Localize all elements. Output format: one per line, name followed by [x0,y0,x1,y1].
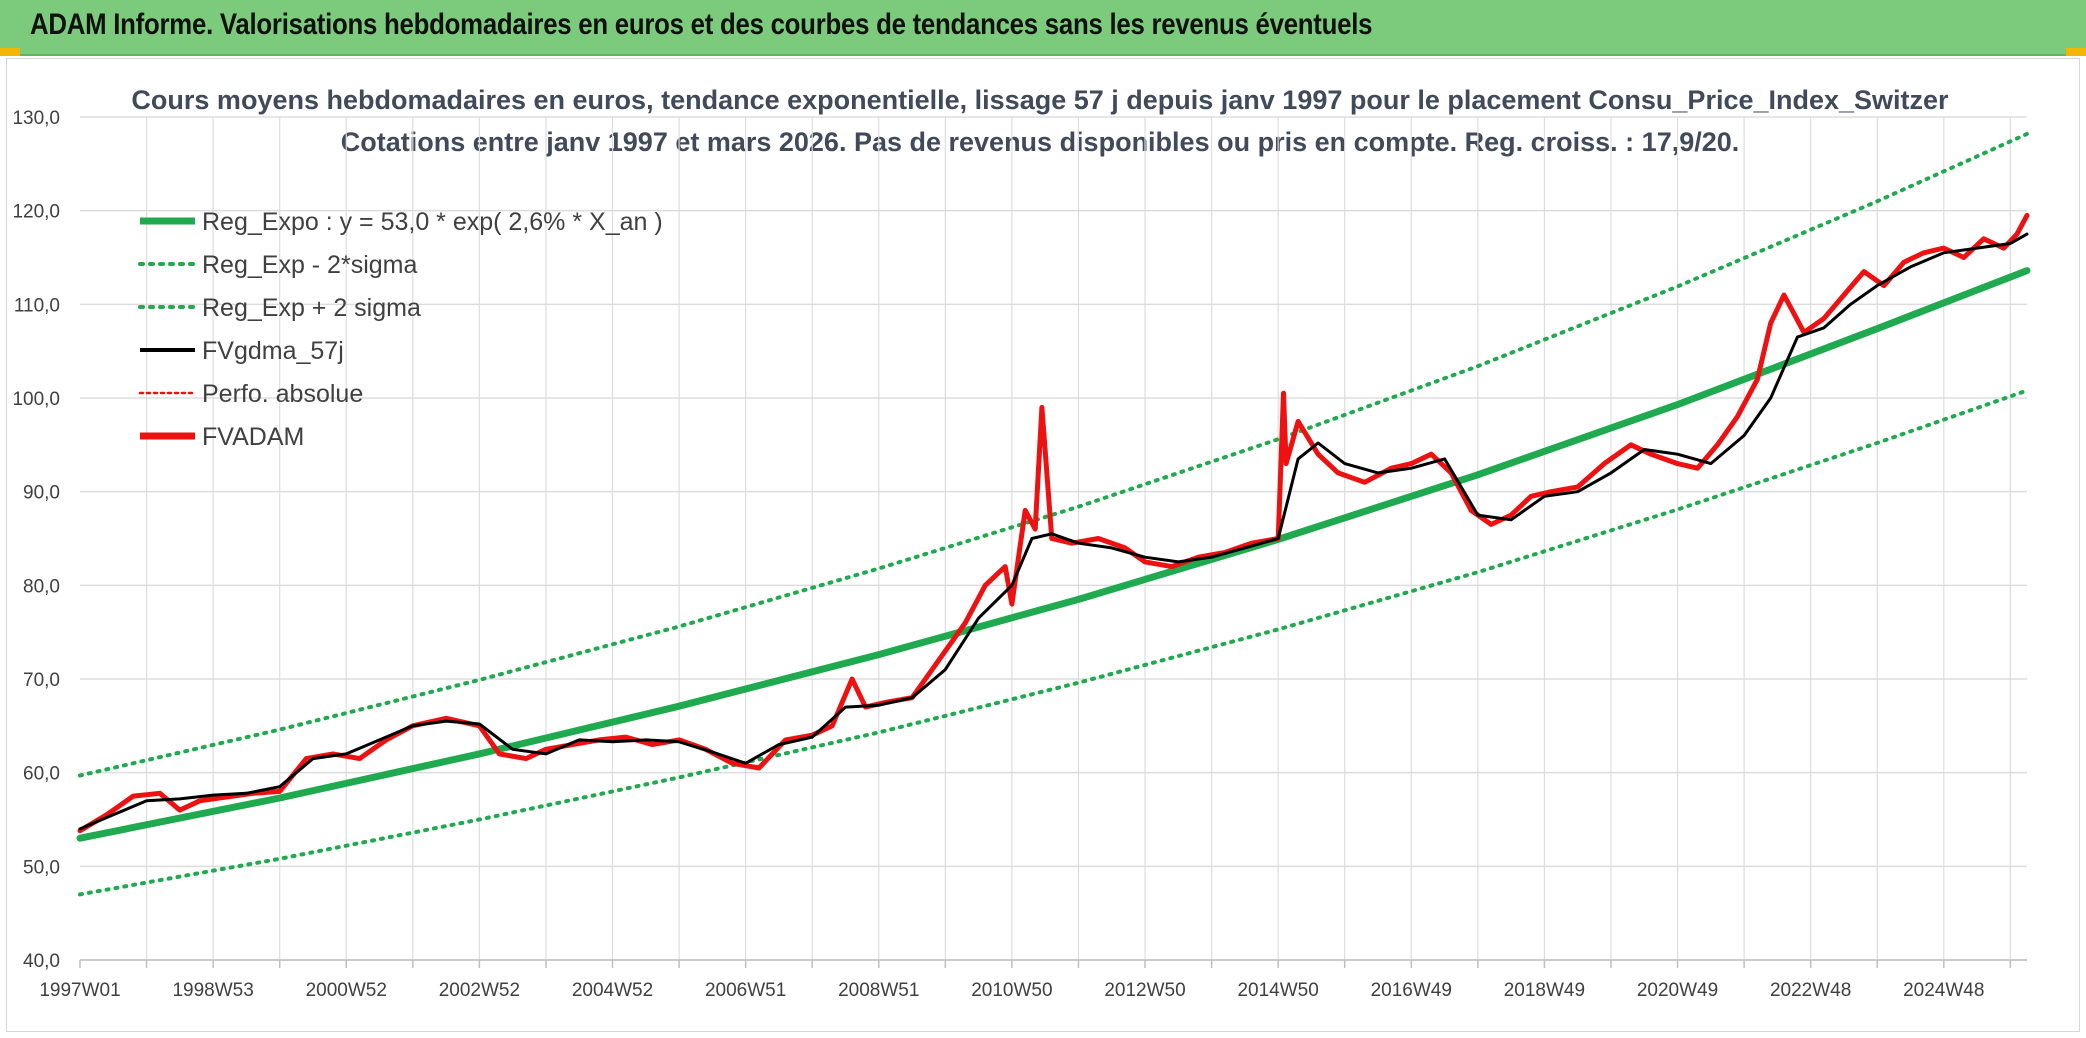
y-tick-label: 40,0 [23,951,60,972]
y-tick-label: 60,0 [23,764,60,785]
x-axis: 1997W01 1998W53 2000W52 2002W52 2004W52 2006W… [39,959,2027,1001]
plot-area [76,131,2031,897]
y-tick-label: 50,0 [23,857,60,878]
y-tick-label: 110,0 [14,295,60,316]
header-corner-left [0,48,20,56]
series-reg-expo [76,267,2031,842]
y-tick-label: 120,0 [12,202,60,223]
x-tick-label: 2012W50 [1104,980,1185,1001]
chart-subtitle: Cotations entre janv 1997 et mars 2026. … [341,127,1740,157]
x-tick-label: 2020W49 [1637,980,1718,1001]
chart-title: Cours moyens hebdomadaires en euros, ten… [131,85,1949,115]
grid-lines [80,116,2027,961]
header-corner-right [2066,48,2086,56]
legend-label: Perfo. absolue [202,380,363,408]
legend-label: FVgdma_57j [202,337,344,365]
series-reg-plus-2sigma [78,131,2029,778]
legend-label: Reg_Expo : y = 53,0 * exp( 2,6% * X_an ) [202,208,663,236]
x-tick-label: 2006W51 [705,980,786,1001]
x-tick-label: 1997W01 [39,980,120,1001]
series-reg-minus-2sigma [78,388,2029,897]
x-tick-label: 2018W49 [1504,980,1585,1001]
legend-label: Reg_Exp - 2*sigma [202,251,417,279]
y-axis: 40,0 50,0 60,0 70,0 80,0 90,0 100,0 110,0 120,0 1… [12,108,60,972]
legend: Reg_Expo : y = 53,0 * exp( 2,6% * X_an )… [138,208,663,451]
x-tick-label: 2010W50 [971,980,1052,1001]
x-tick-label: 2008W51 [838,980,919,1001]
y-tick-label: 80,0 [23,576,60,597]
x-tick-label: 2014W50 [1237,980,1318,1001]
series-fvgdma-57j [78,232,2029,831]
y-tick-label: 90,0 [23,483,60,504]
x-tick-label: 2024W48 [1903,980,1984,1001]
legend-label: FVADAM [202,423,304,451]
x-tick-label: 2022W48 [1770,980,1851,1001]
x-tick-label: 2016W49 [1371,980,1452,1001]
x-tick-label: 2002W52 [439,980,520,1001]
chart-frame [6,58,2080,1032]
legend-label: Reg_Exp + 2 sigma [202,294,421,322]
x-tick-label: 2000W52 [306,980,387,1001]
report-header: ADAM Informe. Valorisations hebdomadaire… [0,0,2086,56]
y-tick-label: 130,0 [12,108,60,129]
report-title: ADAM Informe. Valorisations hebdomadaire… [30,8,1373,41]
y-tick-label: 100,0 [12,389,60,410]
y-tick-label: 70,0 [23,670,60,691]
x-tick-label: 2004W52 [572,980,653,1001]
x-tick-label: 1998W53 [172,980,253,1001]
